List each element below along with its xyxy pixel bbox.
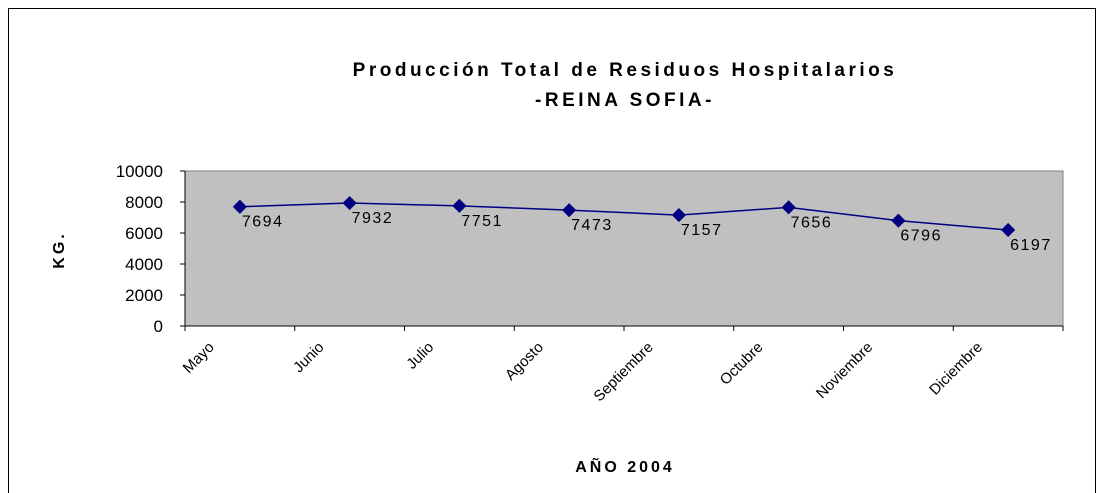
data-label: 7473 [571, 217, 613, 234]
data-point [671, 207, 686, 223]
data-label: 6197 [1010, 237, 1052, 254]
y-tick-label: 2000 [125, 286, 163, 305]
data-label: 7932 [352, 210, 394, 227]
y-tick-label: 6000 [125, 224, 163, 243]
series-line [239, 202, 1009, 231]
data-point [891, 213, 906, 228]
chart-subtitle: -REINA SOFIA- [535, 90, 715, 111]
data-point [562, 203, 577, 218]
data-point [1001, 222, 1016, 238]
data-label: 6796 [900, 228, 942, 245]
y-tick-label: 8000 [125, 193, 163, 212]
data-label: 7751 [461, 213, 503, 230]
data-point [342, 195, 357, 211]
data-point [452, 198, 467, 213]
y-axis-label: KG. [51, 231, 68, 268]
y-tick-label: 10000 [116, 162, 163, 181]
x-axis-label: AÑO 2004 [575, 456, 675, 476]
y-tick-label: 0 [154, 317, 163, 336]
y-tick-label: 4000 [125, 255, 163, 274]
plot-area [184, 170, 1064, 327]
data-point [781, 200, 796, 215]
data-label: 7157 [681, 222, 723, 239]
chart-title: Producción Total de Residuos Hospitalari… [353, 60, 898, 81]
data-label: 7656 [791, 214, 833, 231]
data-label: 7694 [242, 214, 284, 231]
data-point [232, 199, 247, 214]
